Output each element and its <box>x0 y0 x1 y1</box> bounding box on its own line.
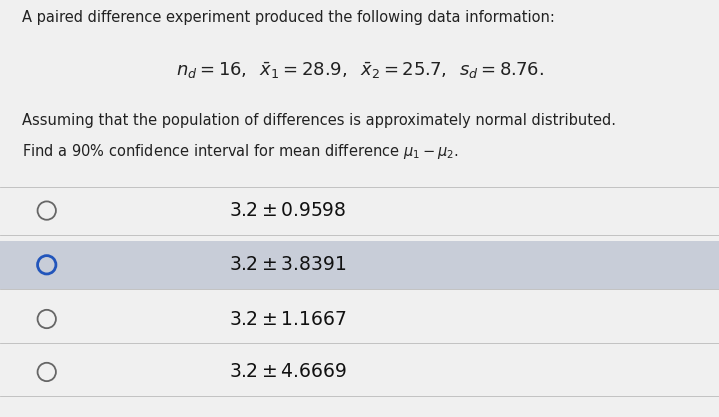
Text: Find a 90% confidence interval for mean difference $\mu_1 - \mu_2$.: Find a 90% confidence interval for mean … <box>22 142 458 161</box>
Text: $3.2 \pm 3.8391$: $3.2 \pm 3.8391$ <box>229 255 346 274</box>
Text: $n_d = 16, \;\; \bar{x}_1 = 28.9, \;\; \bar{x}_2 = 25.7, \;\; s_d = 8.76.$: $n_d = 16, \;\; \bar{x}_1 = 28.9, \;\; \… <box>175 60 544 81</box>
Text: Assuming that the population of differences is approximately normal distributed.: Assuming that the population of differen… <box>22 113 615 128</box>
Text: $3.2 \pm 1.1667$: $3.2 \pm 1.1667$ <box>229 309 347 329</box>
Text: $3.2 \pm 0.9598$: $3.2 \pm 0.9598$ <box>229 201 346 220</box>
Text: $3.2 \pm 4.6669$: $3.2 \pm 4.6669$ <box>229 362 347 382</box>
Bar <box>0 241 719 289</box>
Text: A paired difference experiment produced the following data information:: A paired difference experiment produced … <box>22 10 554 25</box>
